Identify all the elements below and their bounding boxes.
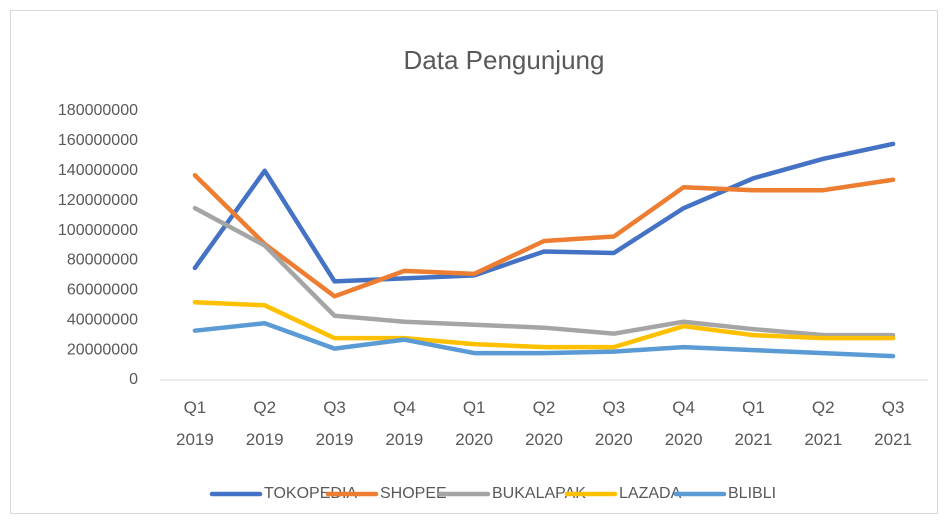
x-tick-label: Q3 2021 xyxy=(874,398,912,449)
y-tick-label: 180000000 xyxy=(58,102,138,119)
legend-label: TOKOPEDIA xyxy=(264,485,357,502)
legend-label: BLIBLI xyxy=(728,485,776,502)
y-tick-label: 60000000 xyxy=(67,282,138,299)
legend-label: LAZADA xyxy=(619,485,682,502)
x-tick-label: Q1 2019 xyxy=(175,398,214,449)
series-line xyxy=(192,320,896,359)
y-tick-label: 120000000 xyxy=(58,192,138,209)
x-tick-label: Q2 2020 xyxy=(525,398,563,449)
y-tick-label: 100000000 xyxy=(58,222,138,239)
series-line xyxy=(192,300,896,350)
y-tick-label: 40000000 xyxy=(67,311,138,328)
x-tick-label: Q4 2020 xyxy=(664,398,703,449)
x-tick-label: Q2 2019 xyxy=(245,398,284,449)
chart-border xyxy=(10,10,938,514)
x-tick-label: Q3 2020 xyxy=(594,398,633,449)
y-tick-label: 140000000 xyxy=(58,162,138,179)
y-tick-label: 20000000 xyxy=(67,341,138,358)
legend-label: SHOPEE xyxy=(380,485,447,502)
chart-title: Data Pengunjung xyxy=(404,45,605,75)
x-tick-label: Q4 2019 xyxy=(385,398,424,449)
x-tick-label: Q2 2021 xyxy=(804,398,843,449)
y-tick-label: 0 xyxy=(129,371,138,388)
x-tick-label: Q3 2019 xyxy=(315,398,354,449)
legend-label: BUKALAPAK xyxy=(492,485,586,502)
series-line xyxy=(192,141,896,284)
y-tick-label: 80000000 xyxy=(67,252,138,269)
y-tick-label: 160000000 xyxy=(58,132,138,149)
series-line xyxy=(192,205,896,338)
x-tick-label: Q1 2020 xyxy=(455,398,494,449)
x-tick-label: Q1 2021 xyxy=(734,398,773,449)
series-line xyxy=(192,173,896,299)
